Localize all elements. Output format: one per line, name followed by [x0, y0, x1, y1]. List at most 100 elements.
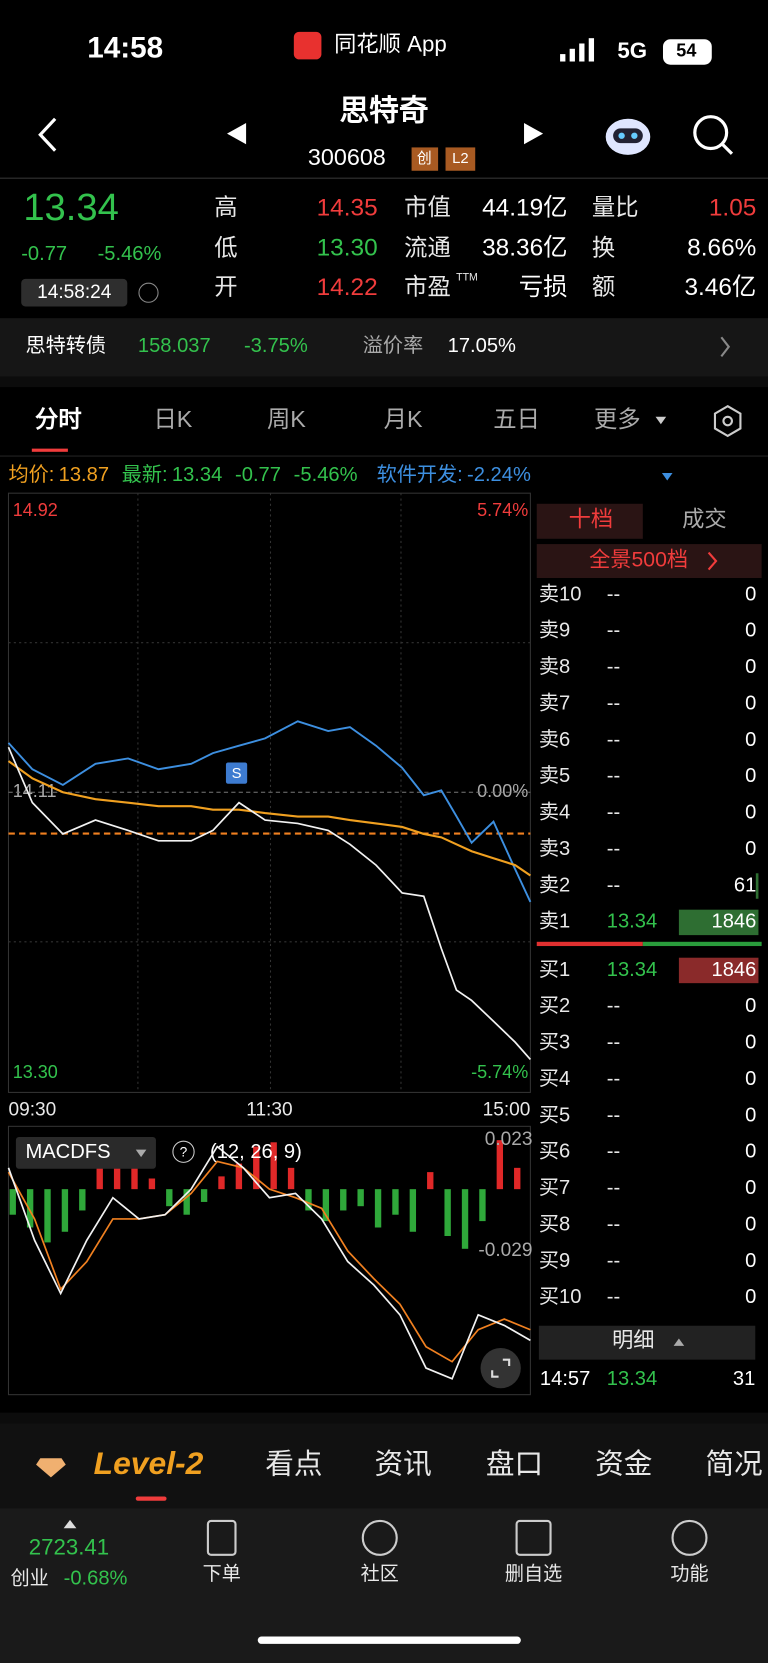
level-price: -- — [607, 765, 620, 787]
assistant-button-part — [631, 132, 638, 139]
bottom-tab[interactable]: Level-2 — [94, 1445, 204, 1481]
sector-pct: -2.24% — [467, 465, 531, 487]
orderbook-tab[interactable]: 成交 — [682, 507, 727, 532]
intraday-chart: 14.92 14.11 13.30 5.74% 0.00% -5.74% — [7, 500, 532, 1082]
macd-bar — [131, 1150, 138, 1190]
indicator-select[interactable] — [15, 1136, 156, 1169]
metric-sup: TTM — [456, 272, 478, 284]
bottom-tabs: Level-2 看点 资讯 盘口 资金 简况 — [94, 1445, 763, 1481]
assistant-button-part — [613, 128, 643, 144]
full-depth-button[interactable] — [536, 544, 762, 579]
network: 5G — [617, 38, 647, 63]
info-icon[interactable] — [138, 282, 159, 303]
chart-tab[interactable]: 日K — [153, 406, 192, 432]
next-stock[interactable] — [524, 123, 544, 145]
chart-tab[interactable]: 月K — [384, 406, 423, 432]
volume-bar — [678, 909, 759, 936]
metric-value: 44.19亿 — [482, 194, 567, 221]
battery-icon — [662, 39, 712, 65]
level-label: 卖2 — [539, 873, 570, 896]
level-volume: 0 — [745, 1141, 756, 1163]
bottom-tab[interactable]: 简况 — [705, 1448, 762, 1480]
search-button[interactable] — [693, 115, 734, 155]
expand-button[interactable] — [480, 1348, 521, 1389]
signal-marker[interactable] — [225, 762, 248, 784]
level-volume: 0 — [745, 765, 756, 787]
index-name: 创业 — [11, 1567, 49, 1589]
back-button[interactable] — [38, 117, 57, 152]
bond-pct: -3.75% — [244, 335, 308, 357]
premium-value: 17.05% — [448, 335, 516, 357]
level-label: 买2 — [539, 995, 570, 1017]
level2-icon — [36, 1458, 66, 1478]
ratio-label: 额 — [592, 274, 615, 300]
level-label: 卖5 — [539, 764, 570, 787]
assistant-button[interactable] — [605, 118, 651, 155]
latest-pct: -5.46% — [294, 465, 358, 487]
nav-button[interactable]: 功能 — [670, 1563, 708, 1585]
orderbook: 卖10 -- 0卖9 -- 0卖8 -- 0卖7 -- 0卖6 -- 0卖5 -- 0卖4 -- 0卖3 --… — [539, 582, 759, 1308]
bottom-tab[interactable]: 资讯 — [374, 1448, 431, 1480]
level-price: 13.34 — [607, 959, 657, 981]
level-volume: 0 — [745, 692, 756, 714]
level-price: -- — [607, 1141, 620, 1163]
app-icon — [293, 31, 322, 60]
macd-frame — [7, 1125, 531, 1396]
bottom-tab[interactable]: 看点 — [265, 1448, 322, 1480]
time-box — [21, 278, 128, 307]
level-volume: 0 — [745, 1177, 756, 1199]
price-change-pct: -5.46% — [98, 243, 162, 265]
orderbook-tab[interactable]: 十档 — [569, 507, 614, 532]
sector-dropdown[interactable] — [661, 473, 673, 481]
macd-bar — [9, 1189, 16, 1215]
sector-label: 软件开发: — [377, 464, 463, 487]
search-button-part — [721, 143, 734, 155]
chart-tab[interactable]: 周K — [267, 406, 306, 432]
macd-bar — [270, 1142, 277, 1190]
level-volume: 0 — [745, 1286, 756, 1308]
bond-row[interactable] — [0, 318, 768, 377]
level-price: -- — [607, 1177, 620, 1199]
level-price: -- — [607, 1032, 620, 1054]
detail-arrow — [673, 1338, 685, 1346]
bottom-tab[interactable]: 资金 — [595, 1448, 652, 1480]
dropdown-arrow — [135, 1149, 147, 1158]
nav-button[interactable]: 社区 — [361, 1563, 399, 1585]
stat-value: 14.35 — [317, 194, 378, 221]
avg-label: 均价: — [8, 464, 54, 487]
nav-icon — [206, 1519, 237, 1556]
settings-button[interactable] — [713, 404, 742, 438]
x-tick-label: 11:30 — [246, 1099, 292, 1120]
detail-button[interactable] — [538, 1325, 756, 1360]
bond-name: 思特转债 — [25, 334, 106, 357]
prev-stock[interactable] — [227, 123, 247, 145]
chart-tab[interactable]: 更多 — [594, 406, 641, 432]
nav-button[interactable]: 下单 — [203, 1563, 241, 1585]
chart-tab[interactable]: 分时 — [35, 406, 82, 432]
index-arrow — [63, 1519, 77, 1529]
bottom-tab[interactable]: 盘口 — [486, 1448, 543, 1480]
chart-tab[interactable]: 五日 — [493, 406, 540, 432]
ratio-value: 3.46亿 — [684, 274, 756, 301]
level-volume: 0 — [745, 620, 756, 642]
price-line — [7, 746, 532, 1060]
help-icon-glyph: ? — [180, 1144, 188, 1159]
level-price: -- — [607, 656, 620, 678]
signal-icon-part — [560, 54, 566, 62]
trade-time: 14:57 — [540, 1368, 590, 1390]
y-tick-label: 14.92 — [13, 500, 58, 520]
index-pct: -0.68% — [64, 1568, 128, 1590]
price-change: -0.77 — [21, 243, 67, 265]
orderbook-tab-active[interactable] — [536, 503, 643, 539]
level-label: 买1 — [539, 959, 570, 981]
level-price: -- — [607, 1213, 620, 1235]
help-icon[interactable] — [172, 1140, 195, 1163]
nav-button[interactable]: 删自选 — [505, 1563, 562, 1585]
indicator-params: (12, 26, 9) — [210, 1141, 302, 1163]
index-value[interactable]: 2723.41 — [29, 1534, 110, 1559]
level-volume: 61 — [734, 874, 756, 896]
level-label: 卖1 — [539, 910, 570, 933]
macd-bar — [200, 1189, 208, 1202]
